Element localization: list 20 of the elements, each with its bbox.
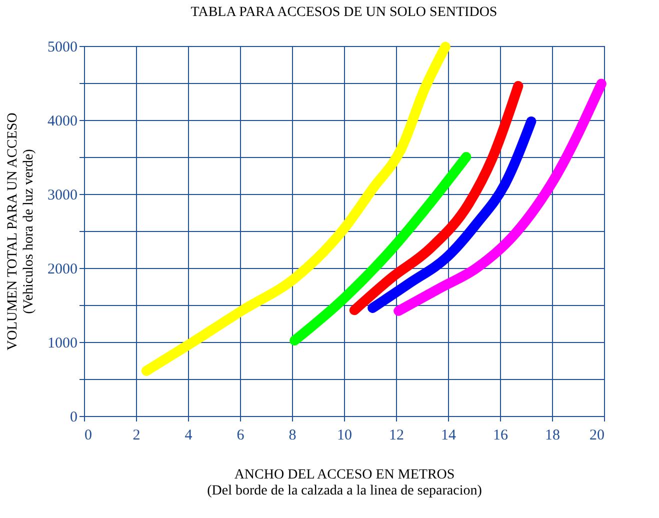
x-tick-label: 4 — [184, 428, 193, 444]
y-tick-label: 2000 — [48, 262, 78, 278]
x-tick-label: 14 — [441, 428, 456, 444]
y-axis-title: VOLUMEN TOTAL PARA UN ACCESO (Vehiculos hora de luz verde) — [6, 112, 36, 350]
y-tick-label: 3000 — [48, 188, 78, 204]
x-axis-title: ANCHO DEL ACCESO EN METROS (Del borde de la calzada a la linea de separacion) — [207, 468, 482, 498]
x-tick-label: 2 — [132, 428, 140, 444]
y-tick-label: 0 — [70, 410, 78, 426]
x-tick-label: 18 — [545, 428, 560, 444]
x-tick-label: 0 — [84, 428, 92, 444]
x-tick-label: 12 — [389, 428, 404, 444]
x-tick-label: 6 — [236, 428, 245, 444]
y-tick-label: 5000 — [48, 40, 78, 56]
x-tick-label: 20 — [590, 428, 604, 444]
x-tick-label: 10 — [337, 428, 352, 444]
y-tick-label: 1000 — [48, 336, 78, 352]
chart-title: TABLA PARA ACCESOS DE UN SOLO SENTIDOS — [190, 5, 498, 20]
x-tick-label: 16 — [493, 428, 508, 444]
x-tick-label: 8 — [288, 428, 296, 444]
y-tick-label: 4000 — [48, 114, 78, 130]
